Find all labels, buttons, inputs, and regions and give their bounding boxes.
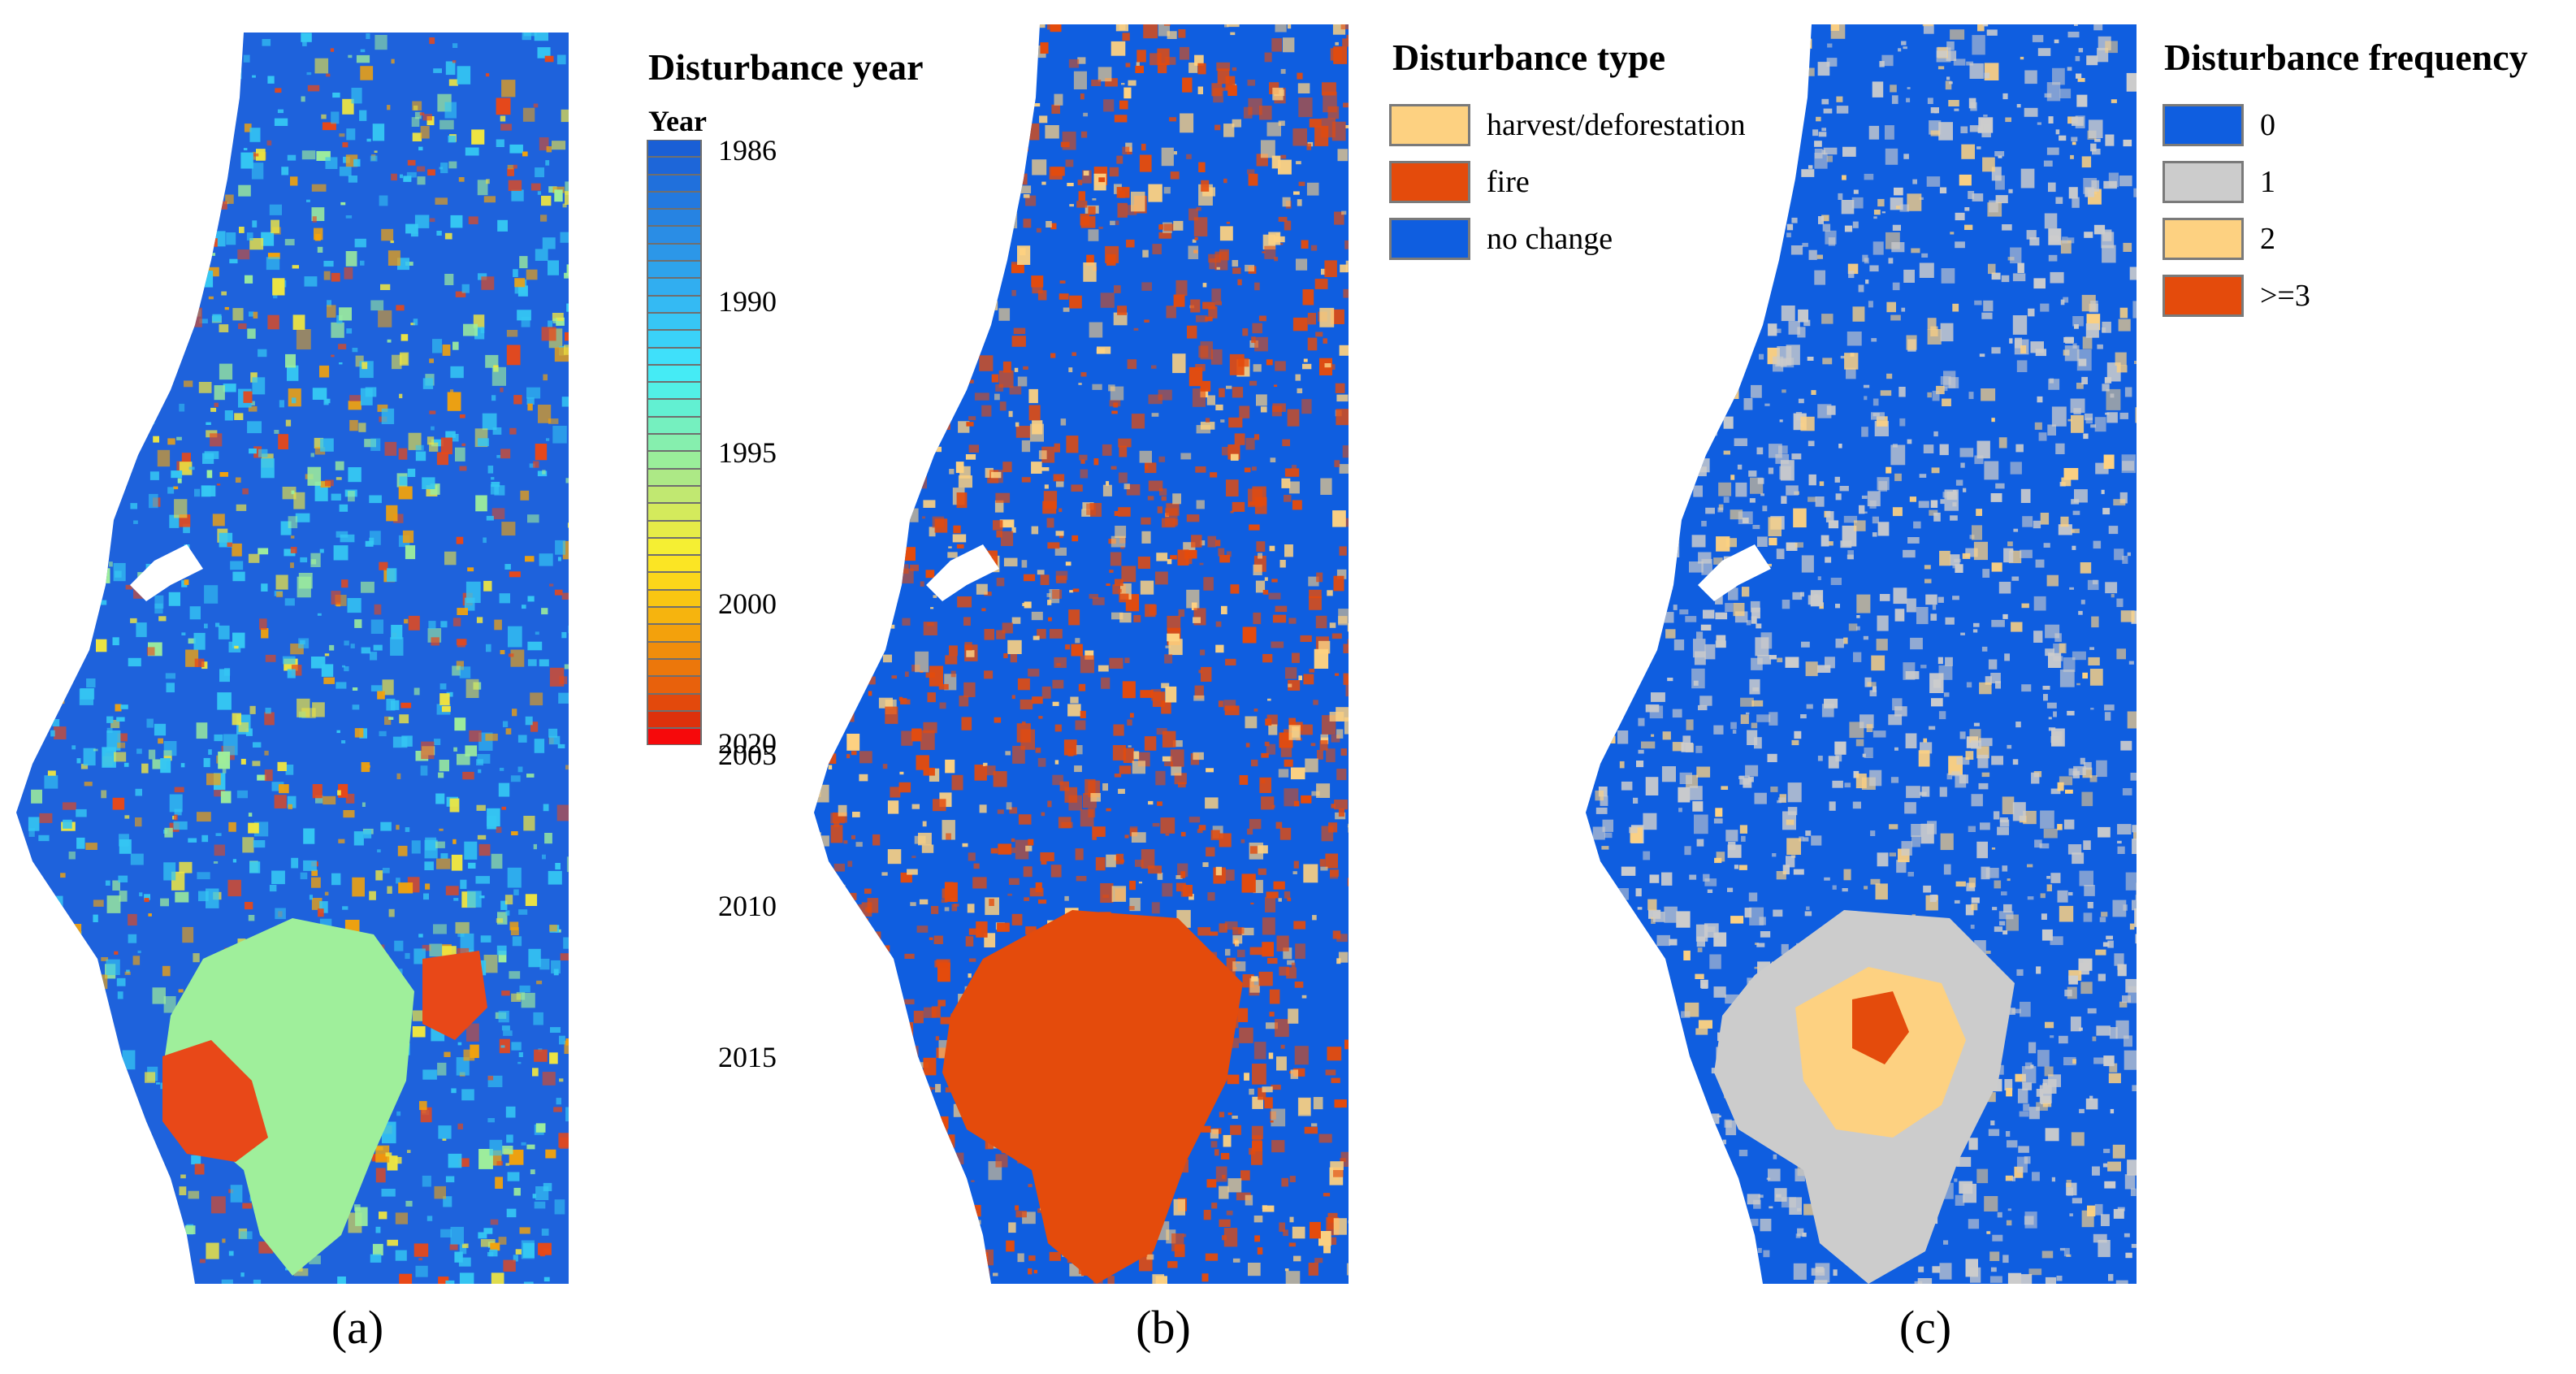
disturbance-year-map [16,33,569,1284]
legend-c-item-label: 2 [2260,222,2275,256]
ramp-cell [647,278,702,296]
ramp-cell [647,658,702,677]
map-a-fire-scar-red [162,1040,268,1162]
ramp-cell [647,191,702,210]
legend-c-item-swatch [2163,218,2244,260]
legend-a-title: Disturbance year [648,46,924,88]
legend-a-tick-label: 2000 [718,587,777,620]
ramp-cell [647,382,702,400]
ramp-cell [647,503,702,521]
map-b-lagoon [926,544,999,601]
legend-b-item-label: no change [1487,222,1613,256]
legend-c-item-swatch [2163,161,2244,203]
legend-c-item-label: 0 [2260,108,2275,142]
legend-a-subtitle: Year [648,105,707,137]
map-c-red-patch [1852,991,1909,1064]
ramp-cell [647,589,702,608]
ramp-cell [647,520,702,538]
ramp-cell [647,434,702,452]
legend-a-tick-label: 2005 [718,739,777,771]
map-a-east-red [422,951,487,1040]
caption-c: (c) [1898,1301,1952,1354]
ramp-cell [647,710,702,729]
ramp-cell [647,157,702,175]
legend-b-item-label: fire [1487,165,1530,199]
ramp-cell [647,641,702,659]
caption-b: (b) [1136,1301,1191,1354]
legend-b-item-swatch [1389,218,1470,260]
legend-a-color-ramp [647,140,705,746]
legend-b-item-swatch [1389,104,1470,146]
legend-a-tick-label: 1995 [718,436,777,469]
legend-a-tick-label: 1986 [718,134,777,167]
caption-a: (a) [331,1301,384,1354]
legend-a-tick-label: 2015 [718,1041,777,1073]
ramp-cell [647,243,702,262]
legend-b-item-label: harvest/deforestation [1487,108,1746,142]
disturbance-frequency-map [1586,24,2137,1284]
ramp-cell [647,174,702,192]
ramp-cell [647,485,702,504]
legend-c-item-label: >=3 [2260,279,2310,313]
legend-b-item-swatch [1389,161,1470,203]
ramp-cell [647,468,702,486]
map-a-lagoon [130,544,203,601]
ramp-cell [647,676,702,694]
legend-c-item-swatch [2163,275,2244,317]
ramp-cell [647,330,702,348]
legend-a-tick-label: 2010 [718,890,777,922]
legend-a-tick-label: 2020 [718,726,777,760]
map-c-lagoon [1698,544,1771,601]
legend-c-item-label: 1 [2260,165,2275,199]
ramp-cell [647,555,702,573]
ramp-cell [647,693,702,711]
ramp-cell [647,537,702,556]
legend-a-tick-label: 1990 [718,285,777,318]
ramp-cell [647,416,702,435]
ramp-cell [647,364,702,383]
disturbance-type-map [814,24,1349,1284]
ramp-cell [647,607,702,625]
ramp-cell [647,295,702,313]
ramp-cell [647,399,702,417]
ramp-cell [647,140,702,158]
ramp-cell [647,728,702,746]
legend-c-title: Disturbance frequency [2164,37,2528,78]
ramp-cell [647,572,702,590]
map-a-fire-scar [162,918,414,1276]
legend-c-item-swatch [2163,104,2244,146]
ramp-cell [647,226,702,244]
legend-b-title: Disturbance type [1392,37,1666,78]
ramp-cell [647,209,702,227]
ramp-cell [647,347,702,365]
ramp-cell [647,261,702,279]
ramp-cell [647,624,702,642]
ramp-cell [647,312,702,331]
ramp-cell [647,451,702,469]
map-b-fire-region [942,910,1243,1284]
